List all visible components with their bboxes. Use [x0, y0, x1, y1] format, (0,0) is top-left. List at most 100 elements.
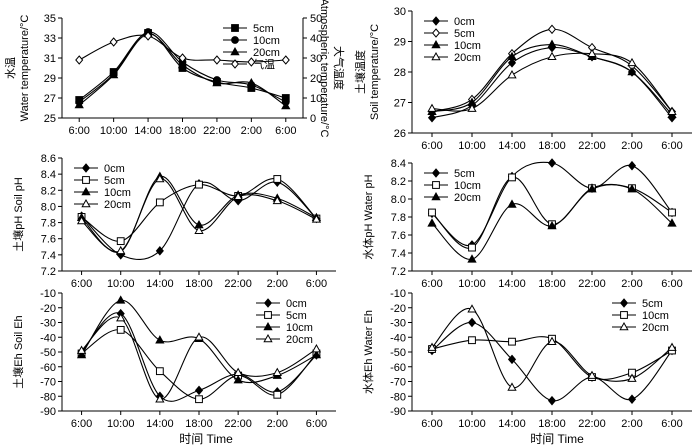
x-tick-label: 18:00 [185, 418, 213, 430]
data-point [507, 51, 517, 61]
legend-marker [263, 321, 273, 331]
y-tick-label: -60 [40, 362, 56, 374]
y-tick-label: -10 [390, 288, 406, 300]
legend-label: 5cm [454, 168, 475, 180]
data-point [281, 100, 291, 110]
y-tick-label: -90 [40, 406, 56, 418]
x-tick-label: 6:00 [306, 278, 327, 290]
data-point [627, 373, 637, 382]
data-point [467, 103, 477, 112]
x-tick-label: 22:00 [578, 140, 606, 152]
legend-marker [81, 186, 91, 196]
x-tick-label: 22:00 [203, 125, 231, 137]
y-tick-label: -10 [40, 288, 56, 300]
x-tick-label: 2:00 [241, 125, 262, 137]
data-point [155, 173, 165, 183]
legend-marker [619, 321, 629, 331]
data-point [311, 214, 322, 223]
y-tick-label: -40 [40, 332, 56, 344]
data-point [116, 295, 126, 304]
data-point [467, 254, 477, 263]
data-point [281, 55, 290, 65]
y2-tick-label: 0 [310, 113, 316, 125]
y-tick-label: 7.2 [391, 266, 406, 278]
data-point [195, 395, 203, 404]
x-tick-label: 14:00 [134, 125, 162, 137]
legend-marker [431, 28, 441, 38]
y-tick-label: 8.2 [41, 185, 56, 197]
data-point [116, 237, 125, 246]
series-line [431, 308, 673, 388]
legend-marker [431, 191, 441, 201]
y2-axis-title-cn: 大气温度 [332, 46, 346, 90]
y-tick-label: 8.0 [391, 194, 406, 206]
x-tick-label: 10:00 [458, 278, 486, 290]
x-tick-label: 14:00 [498, 418, 526, 430]
data-point [587, 370, 597, 379]
data-point [155, 198, 164, 207]
y-tick-label: -50 [390, 347, 406, 359]
legend-label: 10cm [642, 310, 669, 322]
y-tick-label: -30 [390, 318, 406, 330]
data-point [212, 77, 222, 87]
x-tick-label: 6:00 [71, 418, 92, 430]
data-point [428, 208, 436, 217]
legend-marker [431, 39, 441, 49]
data-point [627, 184, 637, 193]
y-tick-label: 29 [44, 73, 56, 85]
y-tick-label: 28 [394, 67, 406, 79]
data-point [427, 218, 437, 227]
x-tick-label: 14:00 [146, 278, 174, 290]
legend-label: 0cm [286, 298, 307, 310]
x-tick-label: 6:00 [275, 125, 296, 137]
legend-label: 5cm [642, 298, 663, 310]
data-point [247, 57, 256, 67]
x-tick-label: 14:00 [146, 418, 174, 430]
data-point [467, 304, 477, 313]
y-tick-label: -40 [390, 332, 406, 344]
y-axis-title-en: Soil temperature/°C [369, 24, 381, 120]
series-20cm [427, 184, 677, 263]
legend-marker [231, 36, 239, 44]
y-tick-label: -90 [390, 406, 406, 418]
data-point [547, 158, 557, 168]
data-point [507, 70, 517, 79]
data-point [195, 180, 203, 189]
chart-panel-water-eh: -90 -80 -70 -60 -50 -40 -30 -20 -10 6:00 10:00 14:0… [361, 288, 692, 430]
data-point [108, 69, 119, 79]
y-tick-label: -20 [390, 303, 406, 315]
series-20cm [76, 313, 322, 403]
data-point [116, 325, 125, 334]
chart-panel-soil-eh: -90 -80 -70 -60 -50 -40 -30 -20 -10 6:00 10:00 14:0… [11, 288, 336, 430]
x-axis-title-right: 时间 Time [530, 432, 584, 446]
data-point [627, 57, 637, 67]
x-tick-label: 10:00 [458, 418, 486, 430]
data-point [194, 332, 204, 341]
data-point [233, 375, 243, 384]
x-tick-label: 18:00 [538, 140, 566, 152]
data-point [233, 367, 243, 376]
x-tick-label: 6:00 [306, 418, 327, 430]
legend-marker [619, 298, 629, 308]
legend-marker [231, 24, 239, 32]
y-tick-label: 7.2 [41, 266, 56, 278]
series-0cm [77, 308, 321, 402]
x-tick-label: 10:00 [458, 140, 486, 152]
data-point [76, 345, 87, 354]
legend-label: 20cm [253, 47, 280, 59]
x-tick-label: 6:00 [661, 278, 682, 290]
data-point [76, 215, 87, 225]
x-tick-label: 2:00 [621, 278, 642, 290]
legend-marker [431, 168, 441, 178]
chart-panel-soil-ph: 7.2 7.4 7.6 7.8 8.0 8.2 8.4 8.6 6:00 10:00 14:00 18… [11, 153, 336, 290]
legend-label: 10cm [454, 40, 481, 52]
data-point [116, 313, 126, 322]
y-tick-label: 7.6 [41, 234, 56, 246]
y-axis-title-cn: 水温 [4, 57, 17, 79]
y-tick-label: 27 [394, 98, 406, 110]
data-point [427, 112, 437, 123]
x-tick-label: 22:00 [224, 278, 252, 290]
legend-label: 20cm [286, 334, 313, 346]
